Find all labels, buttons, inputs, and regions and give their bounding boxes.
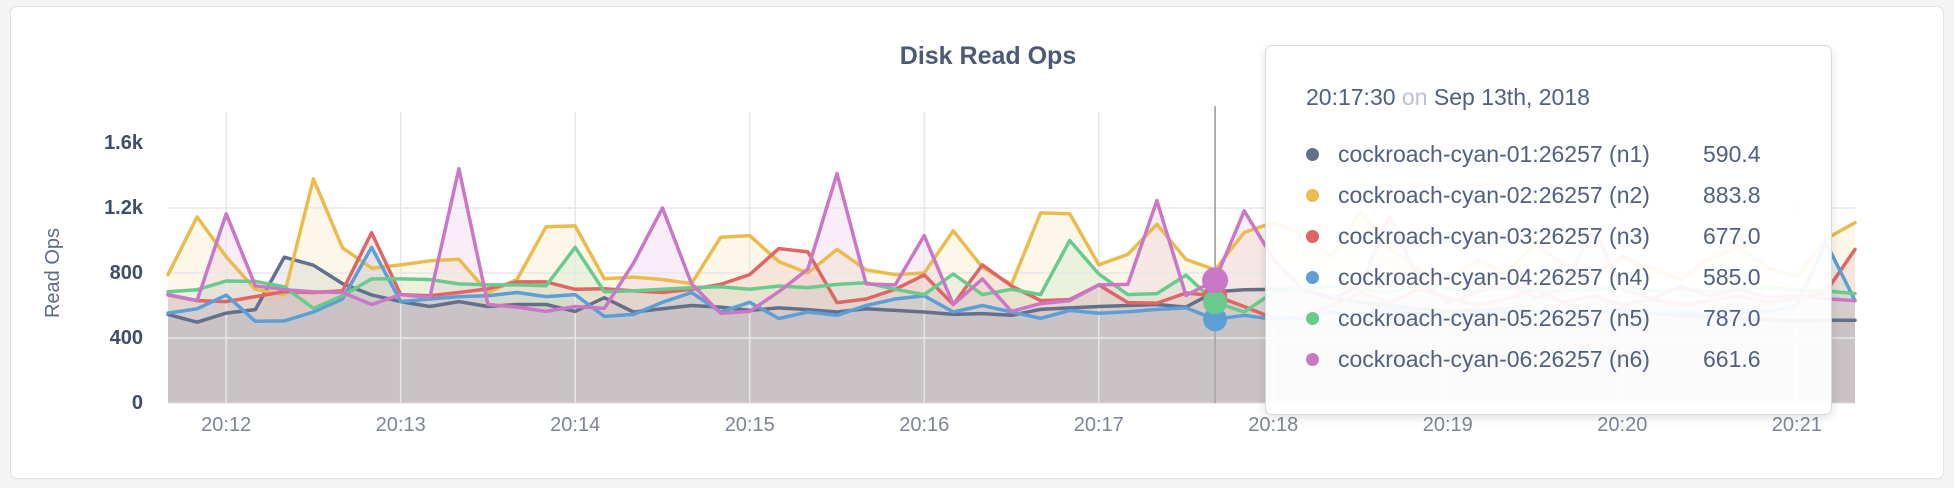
x-tick-label: 20:15 <box>724 414 775 436</box>
hover-tooltip: 20:17:30 on Sep 13th, 2018 cockroach-cya… <box>1265 45 1832 415</box>
series-color-dot <box>1306 353 1319 366</box>
series-value: 590.4 <box>1703 141 1761 167</box>
hover-guideline-layer <box>1202 106 1229 403</box>
x-tick-label: 20:20 <box>1597 414 1648 436</box>
tooltip-row: cockroach-cyan-01:26257 (n1) 590.4 <box>1306 134 1801 175</box>
series-value: 661.6 <box>1703 346 1761 372</box>
series-color-dot <box>1306 271 1319 284</box>
series-label: cockroach-cyan-06:26257 (n6) <box>1338 346 1650 372</box>
x-tick-label: 20:21 <box>1771 414 1822 436</box>
tooltip-row: cockroach-cyan-06:26257 (n6) 661.6 <box>1306 339 1801 380</box>
series-label: cockroach-cyan-05:26257 (n5) <box>1338 305 1650 331</box>
x-tick-label: 20:19 <box>1422 414 1473 436</box>
y-tick-label: 400 <box>109 327 143 349</box>
series-value: 585.0 <box>1703 264 1761 290</box>
tooltip-row: cockroach-cyan-02:26257 (n2) 883.8 <box>1306 175 1801 216</box>
x-tick-label: 20:12 <box>201 414 252 436</box>
x-tick-label: 20:17 <box>1073 414 1124 436</box>
series-color-dot <box>1306 148 1319 161</box>
series-label: cockroach-cyan-02:26257 (n2) <box>1338 182 1650 208</box>
series-label: cockroach-cyan-01:26257 (n1) <box>1338 141 1650 167</box>
chart-title: Disk Read Ops <box>899 42 1077 70</box>
tooltip-time: 20:17:30 <box>1306 84 1396 110</box>
series-value: 787.0 <box>1703 305 1761 331</box>
tooltip-row: cockroach-cyan-03:26257 (n3) 677.0 <box>1306 216 1801 257</box>
tooltip-rows: cockroach-cyan-01:26257 (n1) 590.4 cockr… <box>1306 134 1801 380</box>
tooltip-row: cockroach-cyan-04:26257 (n4) 585.0 <box>1306 257 1801 298</box>
x-tick-label: 20:16 <box>899 414 950 436</box>
x-tick-label: 20:18 <box>1248 414 1299 436</box>
series-color-dot <box>1306 312 1319 325</box>
tooltip-row: cockroach-cyan-05:26257 (n5) 787.0 <box>1306 298 1801 339</box>
x-tick-label: 20:14 <box>550 414 601 436</box>
series-value: 677.0 <box>1703 223 1761 249</box>
tooltip-date: Sep 13th, 2018 <box>1433 84 1590 110</box>
tooltip-header: 20:17:30 on Sep 13th, 2018 <box>1306 84 1801 111</box>
y-tick-label: 800 <box>109 262 143 284</box>
tooltip-on-word: on <box>1401 84 1428 110</box>
series-color-dot <box>1306 230 1319 243</box>
y-tick-label: 1.6k <box>104 132 143 154</box>
series-value: 883.8 <box>1703 182 1761 208</box>
series-label: cockroach-cyan-03:26257 (n3) <box>1338 223 1650 249</box>
series-label: cockroach-cyan-04:26257 (n4) <box>1338 264 1650 290</box>
y-tick-label: 0 <box>131 392 143 414</box>
x-tick-label: 20:13 <box>375 414 426 436</box>
y-tick-label: 1.2k <box>104 197 143 219</box>
series-color-dot <box>1306 189 1319 202</box>
